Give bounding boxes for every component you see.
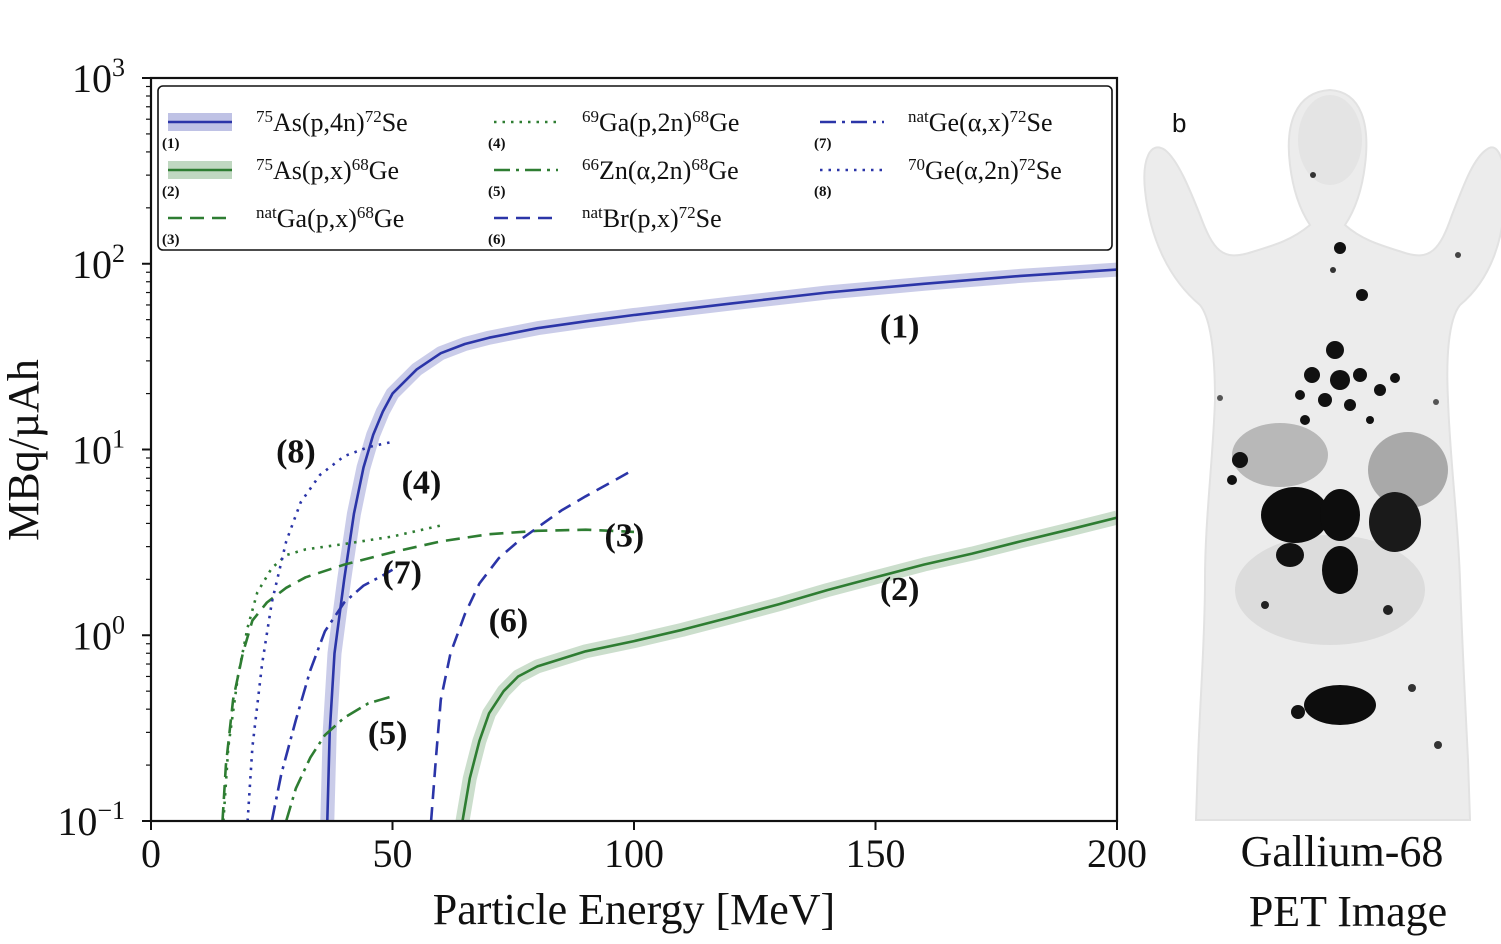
legend-entry-5: (5) 66Zn(α,2n)68Ge [488, 155, 739, 200]
legend-entry-number: (8) [814, 184, 832, 200]
y-tick-label: 103 [72, 53, 125, 101]
panel-letter-b: b [1172, 108, 1186, 138]
legend-entry-number: (2) [162, 184, 180, 200]
legend-entry-1: (1) 75As(p,4n)72Se [162, 107, 408, 152]
series-line-1 [326, 268, 1117, 821]
series-line-2 [461, 516, 1117, 821]
legend-entry-8: (8) 70Ge(α,2n)72Se [814, 155, 1062, 200]
pet-panel-b: b Gallium-68 PET Image [1143, 88, 1501, 936]
y-tick-label: 102 [72, 239, 125, 287]
x-tick-label: 0 [141, 831, 161, 876]
y-tick-label: 10−1 [57, 796, 125, 844]
x-tick-label: 200 [1087, 831, 1147, 876]
legend-entry-2: (2) 75As(p,x)68Ge [162, 155, 399, 200]
legend-entry-number: (5) [488, 184, 506, 200]
legend-entry-label: natBr(p,x)72Se [582, 203, 722, 233]
pet-image [1143, 88, 1501, 821]
x-tick-label: 100 [604, 831, 664, 876]
curve-label: (1) [880, 309, 920, 346]
legend: (1) 75As(p,4n)72Se (2) 75As(p,x)68Ge (3) natG… [157, 85, 1113, 251]
y-axis-title: MBq/µAh [0, 359, 48, 541]
legend-entry-6: (6) natBr(p,x)72Se [488, 203, 722, 248]
legend-entry-label: 69Ga(p,2n)68Ge [582, 107, 739, 137]
pet-caption-line1: Gallium-68 [1241, 827, 1444, 876]
legend-entry-label: natGe(α,x)72Se [908, 107, 1053, 137]
curve-label: (8) [276, 434, 316, 471]
x-axis-title: Particle Energy [MeV] [433, 885, 835, 934]
pet-caption-line2: PET Image [1249, 887, 1447, 936]
series-line-6 [429, 468, 635, 821]
curve-label: (3) [605, 518, 645, 555]
legend-entry-number: (7) [814, 136, 832, 152]
legend-entry-7: (7) natGe(α,x)72Se [814, 107, 1053, 152]
legend-entry-4: (4) 69Ga(p,2n)68Ge [488, 107, 739, 152]
legend-entry-label: 75As(p,x)68Ge [256, 155, 399, 185]
legend-entry-label: 75As(p,4n)72Se [256, 107, 408, 137]
legend-entry-label: 66Zn(α,2n)68Ge [582, 155, 739, 185]
x-tick-label: 150 [846, 831, 906, 876]
series-line-8 [246, 440, 393, 821]
curve-label: (7) [382, 554, 422, 591]
legend-entry-number: (4) [488, 136, 506, 152]
curve-label: (5) [368, 715, 408, 752]
curve-label: (2) [880, 571, 920, 608]
legend-entry-number: (1) [162, 136, 180, 152]
legend-entry-number: (6) [488, 232, 506, 248]
series-line-5 [284, 694, 393, 821]
x-tick-label: 50 [373, 831, 413, 876]
y-tick-label: 101 [72, 425, 125, 473]
legend-box [157, 85, 1113, 251]
legend-entry-number: (3) [162, 232, 180, 248]
curve-label: (6) [489, 602, 529, 639]
chart-panel-a: 0 50 100 150 200 103 102 101 100 10−1 (1) (2) (3) (4… [0, 53, 1147, 934]
y-tick-label: 100 [72, 610, 125, 658]
legend-entry-label: 70Ge(α,2n)72Se [908, 155, 1062, 185]
series-line-7 [270, 568, 394, 821]
legend-entry-3: (3) natGa(p,x)68Ge [162, 203, 404, 248]
curve-label: (4) [402, 464, 442, 501]
legend-entry-label: natGa(p,x)68Ge [256, 203, 404, 233]
